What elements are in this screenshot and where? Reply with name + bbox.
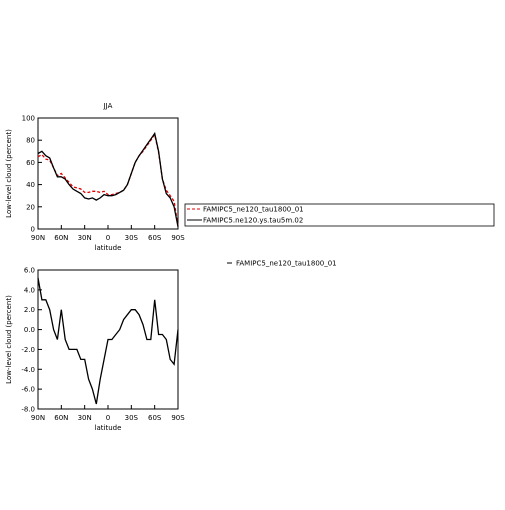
y-tick-label: 40: [26, 181, 35, 189]
y-tick-label: -4.0: [21, 366, 35, 374]
series-line: [37, 277, 179, 405]
x-tick-label: 60N: [54, 234, 68, 242]
y-tick-label: 100: [22, 115, 35, 123]
y-tick-label: 20: [26, 203, 35, 211]
x-tick-label: 90S: [171, 414, 185, 422]
legend-label: FAMIPC5.ne120.ys.tau5m.02: [203, 217, 303, 225]
legend-label: FAMIPC5_ne120_tau1800_01: [236, 260, 337, 268]
legend-box: [184, 203, 495, 227]
y-tick-label: -6.0: [21, 386, 35, 394]
x-tick-label: 90S: [171, 234, 185, 242]
x-axis-label: latitude: [95, 244, 122, 252]
x-tick-label: 60S: [148, 414, 162, 422]
x-tick-label: 30S: [125, 234, 139, 242]
y-tick-label: 6.0: [24, 267, 35, 275]
y-tick-label: 80: [26, 137, 35, 145]
y-tick-label: 0.0: [24, 326, 35, 334]
x-tick-label: 0: [106, 234, 110, 242]
x-tick-label: 60S: [148, 234, 162, 242]
plot-frame: [37, 117, 179, 230]
y-tick-label: -2.0: [21, 346, 35, 354]
x-tick-label: 30N: [78, 414, 92, 422]
y-tick-label: 2.0: [24, 306, 35, 314]
y-tick-label: 4.0: [24, 286, 35, 294]
x-tick-label: 30S: [125, 414, 139, 422]
legend-label: FAMIPC5_ne120_tau1800_01: [203, 206, 304, 214]
y-tick-label: 60: [26, 159, 35, 167]
y-tick-label: 0: [31, 226, 35, 234]
x-tick-label: 0: [106, 414, 110, 422]
x-tick-label: 30N: [78, 234, 92, 242]
x-tick-label: 60N: [54, 414, 68, 422]
series-line: [37, 133, 179, 226]
chart-title: JJA: [103, 102, 113, 110]
y-tick-label: -8.0: [21, 406, 35, 414]
x-axis-label: latitude: [95, 424, 122, 432]
x-tick-label: 90N: [31, 414, 45, 422]
series-line: [37, 131, 179, 227]
y-axis-label: Low-level cloud (percent): [5, 129, 13, 218]
y-axis-label: Low-level cloud (percent): [5, 295, 13, 384]
x-tick-label: 90N: [31, 234, 45, 242]
